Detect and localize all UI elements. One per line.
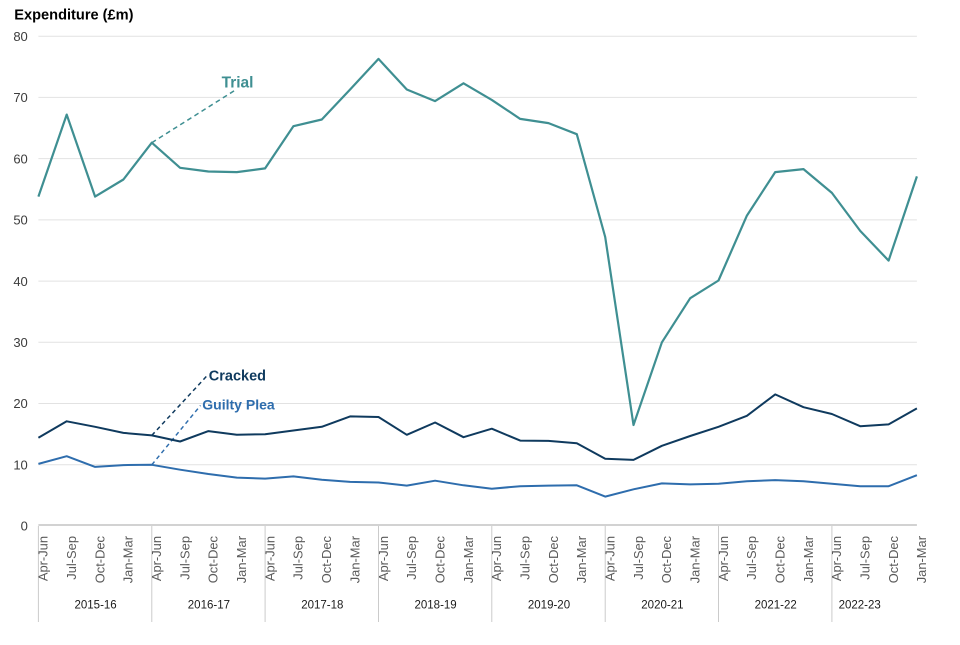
- svg-text:40: 40: [13, 274, 27, 289]
- svg-text:Oct-Dec: Oct-Dec: [546, 535, 561, 583]
- svg-text:2019-20: 2019-20: [528, 600, 570, 612]
- svg-text:Trial: Trial: [222, 74, 254, 91]
- svg-text:2017-18: 2017-18: [301, 600, 343, 612]
- svg-text:Oct-Dec: Oct-Dec: [206, 535, 221, 583]
- svg-text:2020-21: 2020-21: [641, 600, 683, 612]
- svg-text:Oct-Dec: Oct-Dec: [886, 535, 901, 583]
- svg-text:Jan-Mar: Jan-Mar: [461, 535, 476, 583]
- svg-text:Jan-Mar: Jan-Mar: [914, 535, 929, 583]
- svg-text:Jul-Sep: Jul-Sep: [518, 536, 533, 580]
- svg-text:Apr-Jun: Apr-Jun: [489, 536, 504, 581]
- svg-text:Jul-Sep: Jul-Sep: [744, 536, 759, 580]
- svg-text:Jul-Sep: Jul-Sep: [291, 536, 306, 580]
- svg-text:Jan-Mar: Jan-Mar: [801, 535, 816, 583]
- svg-text:80: 80: [13, 29, 27, 44]
- svg-text:2016-17: 2016-17: [188, 600, 230, 612]
- svg-text:Jan-Mar: Jan-Mar: [574, 535, 589, 583]
- svg-text:Jul-Sep: Jul-Sep: [177, 536, 192, 580]
- svg-text:Guilty Plea: Guilty Plea: [202, 396, 275, 412]
- svg-text:Cracked: Cracked: [209, 368, 266, 384]
- svg-text:Jan-Mar: Jan-Mar: [347, 535, 362, 583]
- svg-text:Oct-Dec: Oct-Dec: [659, 535, 674, 583]
- svg-text:Jul-Sep: Jul-Sep: [858, 536, 873, 580]
- svg-text:20: 20: [13, 396, 27, 411]
- svg-text:Expenditure (£m): Expenditure (£m): [14, 8, 133, 24]
- svg-text:Apr-Jun: Apr-Jun: [262, 536, 277, 581]
- svg-text:Apr-Jun: Apr-Jun: [36, 536, 51, 581]
- svg-text:Jan-Mar: Jan-Mar: [688, 535, 703, 583]
- svg-text:Oct-Dec: Oct-Dec: [432, 535, 447, 583]
- svg-text:Apr-Jun: Apr-Jun: [376, 536, 391, 581]
- svg-text:Apr-Jun: Apr-Jun: [149, 536, 164, 581]
- svg-text:Apr-Jun: Apr-Jun: [716, 536, 731, 581]
- svg-text:Oct-Dec: Oct-Dec: [773, 535, 788, 583]
- svg-text:Oct-Dec: Oct-Dec: [92, 535, 107, 583]
- svg-text:Jul-Sep: Jul-Sep: [404, 536, 419, 580]
- svg-text:Apr-Jun: Apr-Jun: [603, 536, 618, 581]
- svg-text:30: 30: [13, 335, 27, 350]
- svg-text:2015-16: 2015-16: [74, 600, 116, 612]
- svg-text:2018-19: 2018-19: [414, 600, 456, 612]
- svg-text:0: 0: [21, 519, 28, 534]
- svg-text:Jan-Mar: Jan-Mar: [121, 535, 136, 583]
- svg-text:70: 70: [13, 90, 27, 105]
- svg-text:Jan-Mar: Jan-Mar: [234, 535, 249, 583]
- svg-text:10: 10: [13, 458, 27, 473]
- svg-text:Jul-Sep: Jul-Sep: [631, 536, 646, 580]
- svg-text:2022-23: 2022-23: [839, 600, 881, 612]
- svg-text:60: 60: [13, 151, 27, 166]
- svg-text:2021-22: 2021-22: [755, 600, 797, 612]
- svg-text:Jul-Sep: Jul-Sep: [64, 536, 79, 580]
- svg-text:Apr-Jun: Apr-Jun: [829, 536, 844, 581]
- svg-text:Oct-Dec: Oct-Dec: [319, 535, 334, 583]
- svg-text:50: 50: [13, 213, 27, 228]
